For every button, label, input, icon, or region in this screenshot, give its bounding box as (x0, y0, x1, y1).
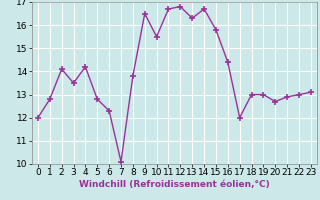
X-axis label: Windchill (Refroidissement éolien,°C): Windchill (Refroidissement éolien,°C) (79, 180, 270, 189)
